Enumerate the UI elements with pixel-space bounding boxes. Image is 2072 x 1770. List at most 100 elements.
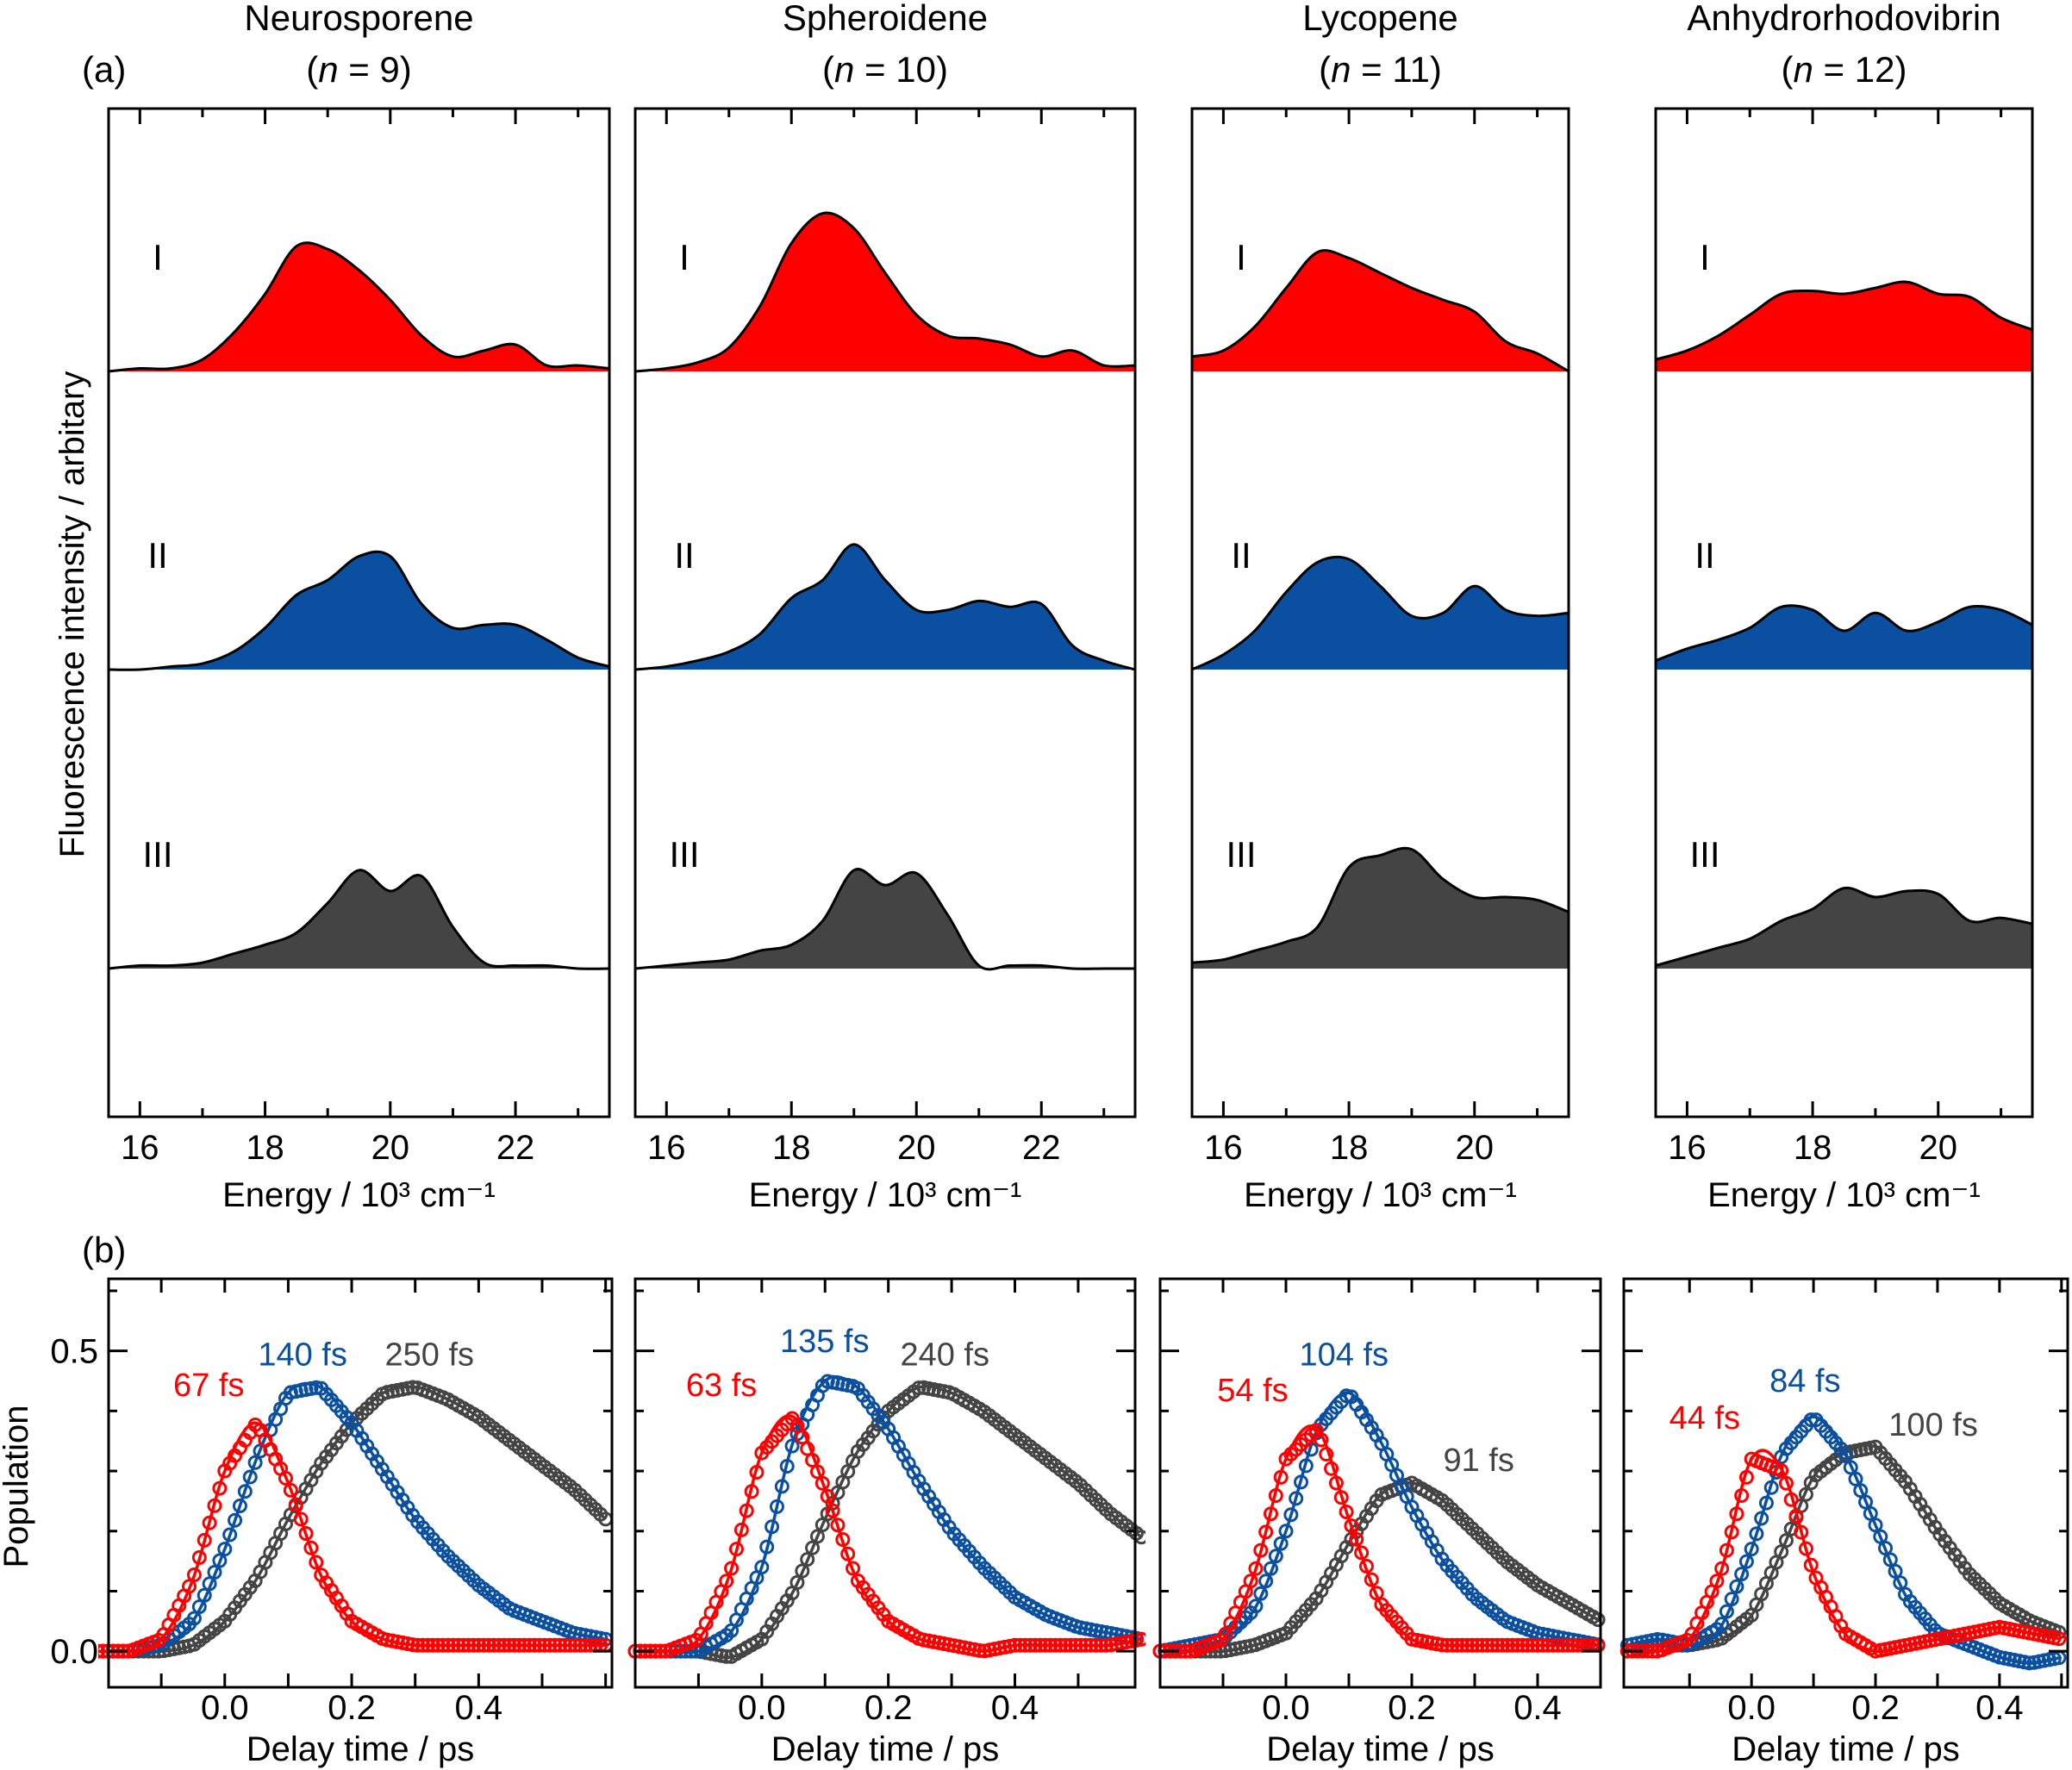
- data-point: [212, 1553, 228, 1568]
- data-point: [1843, 1460, 1858, 1475]
- subtitle-n-value: = 12): [1813, 49, 1907, 90]
- data-point: [846, 1561, 861, 1576]
- spectrum-line-III: [1191, 846, 1570, 964]
- fit-line-II: [1626, 1415, 2063, 1665]
- data-point: [754, 1560, 770, 1575]
- fit-line-I: [1627, 1449, 2063, 1654]
- panel-b-label: (b): [82, 1230, 126, 1270]
- x-tick-label: 18: [1330, 1129, 1369, 1167]
- panel-subtitle: (n = 11): [1319, 49, 1442, 90]
- data-point: [1744, 1542, 1759, 1557]
- spectra-y-axis-label: Fluorescence intensity / arbitary: [53, 371, 91, 858]
- lifetime-label-III: 100 fs: [1888, 1407, 1978, 1443]
- data-point: [186, 1611, 202, 1626]
- x-tick-label: 0.0: [1727, 1689, 1776, 1727]
- data-point: [283, 1482, 298, 1498]
- data-point: [1248, 1599, 1264, 1614]
- data-point: [805, 1540, 821, 1555]
- spectrum-area-III: [635, 869, 1135, 969]
- data-point: [1344, 1518, 1359, 1534]
- data-point: [1882, 1552, 1898, 1567]
- data-point: [222, 1527, 238, 1543]
- x-tick-label: 0.2: [328, 1689, 376, 1727]
- plot-frame: [1190, 107, 1570, 1119]
- fit-line-II: [634, 1374, 1142, 1655]
- series-label-II: II: [1694, 535, 1714, 576]
- spectrum-line-I: [108, 241, 610, 373]
- x-tick-label: 20: [371, 1129, 410, 1167]
- data-point: [309, 1555, 324, 1570]
- data-point: [1853, 1483, 1869, 1499]
- panel-title: Lycopene: [1302, 0, 1458, 38]
- data-point: [1838, 1448, 1853, 1463]
- lifetime-label-II: 135 fs: [780, 1324, 870, 1360]
- fit-line-I: [634, 1414, 1142, 1654]
- data-point: [298, 1526, 314, 1542]
- series-label-III: III: [1689, 834, 1719, 875]
- data-point: [911, 1380, 927, 1396]
- y-tick-label: 0.0: [50, 1633, 98, 1671]
- data-point: [217, 1542, 233, 1557]
- data-point: [1873, 1529, 1888, 1544]
- lifetime-label-III: 240 fs: [900, 1337, 989, 1374]
- data-point: [789, 1574, 805, 1590]
- data-point: [247, 1455, 263, 1470]
- data-point: [1283, 1507, 1299, 1523]
- lifetime-label-I: 63 fs: [686, 1368, 757, 1404]
- panel-title: Neurosporene: [244, 0, 473, 38]
- data-point: [1893, 1575, 1908, 1591]
- x-tick-label: 16: [1204, 1129, 1243, 1167]
- subtitle-n-symbol: n: [318, 49, 338, 90]
- panel-title: Anhydrorhodovibrin: [1687, 0, 2000, 38]
- data-point: [1803, 1557, 1819, 1573]
- spectrum-area-I: [1192, 250, 1569, 371]
- series-II: [1152, 1388, 1606, 1659]
- data-point: [232, 1498, 247, 1513]
- fit-line-II: [98, 1381, 606, 1654]
- x-tick-label: 20: [897, 1129, 936, 1167]
- spectrum-area-III: [109, 869, 609, 969]
- x-tick-label: 16: [647, 1129, 686, 1167]
- lifetime-label-III: 250 fs: [385, 1337, 475, 1374]
- data-point: [237, 1484, 253, 1499]
- data-point: [278, 1470, 293, 1486]
- x-axis-label: Delay time / ps: [247, 1730, 475, 1768]
- series-label-III: III: [669, 834, 699, 875]
- series-label-I: I: [1236, 237, 1246, 277]
- data-point: [1778, 1533, 1794, 1549]
- data-point: [1714, 1561, 1730, 1576]
- lifetime-label-III: 91 fs: [1443, 1443, 1513, 1479]
- spectrum-area-III: [1192, 848, 1569, 969]
- kinetics-y-axis-label: Population: [0, 1405, 35, 1567]
- spectrum-area-III: [1656, 888, 2032, 969]
- lifetime-label-II: 104 fs: [1299, 1337, 1389, 1374]
- x-tick-label: 0.2: [1388, 1689, 1436, 1727]
- series-I: [1152, 1423, 1606, 1659]
- x-tick-label: 0.0: [738, 1689, 786, 1727]
- series-label-I: I: [153, 237, 163, 277]
- data-point: [1278, 1524, 1294, 1539]
- spectrum-area-II: [1656, 605, 2032, 670]
- x-axis-label: Delay time / ps: [771, 1730, 1000, 1768]
- panel-a-label: (a): [82, 49, 126, 90]
- y-tick-label: 0.5: [50, 1333, 98, 1371]
- data-point: [1878, 1541, 1894, 1556]
- subtitle-open: (: [306, 49, 318, 90]
- subtitle-n-symbol: n: [1331, 49, 1351, 90]
- x-axis-label: Energy / 10³ cm⁻¹: [749, 1176, 1022, 1214]
- data-point: [242, 1469, 258, 1485]
- data-point: [1339, 1504, 1354, 1519]
- subtitle-open: (: [1782, 49, 1794, 90]
- spectrum-line-I: [1191, 249, 1570, 373]
- data-point: [228, 1512, 243, 1528]
- spectrum-line-II: [108, 550, 610, 671]
- subtitle-n-value: = 9): [339, 49, 412, 90]
- x-tick-label: 18: [772, 1129, 811, 1167]
- series-label-III: III: [142, 834, 172, 875]
- x-tick-label: 0.2: [1851, 1689, 1900, 1727]
- data-point: [1749, 1526, 1764, 1542]
